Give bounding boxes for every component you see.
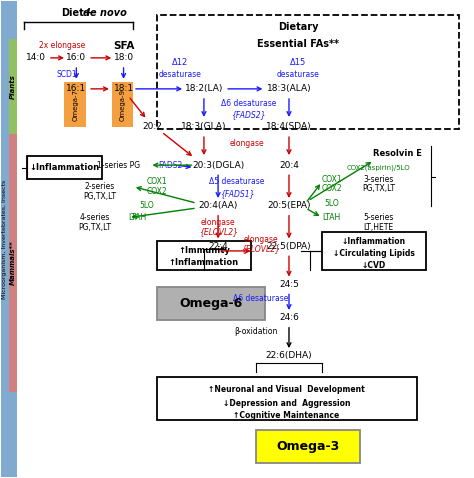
Bar (0, 0, 17, 478)
Bar (112, 82, 133, 127)
Text: LTAH: LTAH (322, 213, 341, 222)
Text: 5LO: 5LO (140, 201, 155, 210)
Text: ↓Inflammation: ↓Inflammation (342, 237, 406, 246)
Bar (27, 156, 102, 179)
Text: Omega-7: Omega-7 (72, 88, 78, 120)
Text: COX1: COX1 (146, 177, 167, 186)
Text: 18:1: 18:1 (113, 85, 134, 93)
Text: 5LO: 5LO (324, 199, 339, 208)
Text: COX2(aspirin)/5LO: COX2(aspirin)/5LO (347, 164, 410, 171)
Text: 1-series PG: 1-series PG (97, 161, 140, 170)
Text: de novo: de novo (83, 8, 127, 18)
Text: 2x elongase: 2x elongase (39, 42, 85, 51)
Text: Mammals**: Mammals** (10, 240, 16, 285)
Text: 18:3(GLA): 18:3(GLA) (181, 122, 227, 131)
Text: 20:2: 20:2 (142, 122, 162, 131)
Text: ↓Inflammation: ↓Inflammation (29, 163, 100, 172)
Bar (156, 15, 459, 130)
Text: desaturase: desaturase (277, 70, 320, 79)
Text: Essential FAs**: Essential FAs** (257, 39, 339, 49)
Text: ↓Depression and  Aggression: ↓Depression and Aggression (223, 399, 350, 408)
Bar (156, 241, 251, 270)
Text: SFA: SFA (113, 41, 134, 51)
Text: 14:0: 14:0 (26, 54, 46, 63)
Text: 22:4: 22:4 (208, 242, 228, 250)
Text: LT,HETE: LT,HETE (364, 223, 394, 231)
Text: FADS2: FADS2 (159, 161, 183, 170)
Bar (9, 134, 17, 391)
Text: ↑Inflammation: ↑Inflammation (169, 258, 239, 267)
Text: ↓CVD: ↓CVD (362, 261, 386, 270)
Text: ↑Neuronal and Visual  Development: ↑Neuronal and Visual Development (208, 385, 365, 393)
Text: 16:1: 16:1 (66, 85, 86, 93)
Text: Δ15: Δ15 (290, 58, 307, 67)
Text: COX2: COX2 (146, 187, 167, 196)
Text: PG,TX,LT: PG,TX,LT (83, 192, 117, 201)
Bar (322, 232, 426, 270)
Text: 18:2(LA): 18:2(LA) (185, 85, 223, 93)
Text: Resolvin E: Resolvin E (373, 149, 422, 158)
Text: Plants: Plants (10, 74, 16, 99)
Text: desaturase: desaturase (159, 70, 202, 79)
Text: 22:6(DHA): 22:6(DHA) (265, 351, 312, 360)
Text: COX1: COX1 (321, 175, 342, 184)
Text: ↑Cognitive Maintenance: ↑Cognitive Maintenance (234, 411, 340, 420)
Text: Δ12: Δ12 (172, 58, 188, 67)
Text: Omega-3: Omega-3 (276, 440, 339, 453)
Text: 20:3(DGLA): 20:3(DGLA) (192, 161, 244, 170)
Text: Microorganism, Invertebrates, Insects: Microorganism, Invertebrates, Insects (2, 179, 8, 299)
Text: 5-series: 5-series (364, 213, 394, 222)
Text: SCD1: SCD1 (56, 70, 77, 79)
Text: β-oxidation: β-oxidation (234, 327, 278, 337)
Text: 2-series: 2-series (85, 182, 115, 191)
Text: Omega-9: Omega-9 (119, 88, 126, 120)
Text: PG,TX,LT: PG,TX,LT (362, 185, 395, 194)
Text: 3-series: 3-series (364, 175, 394, 184)
Text: PG,TX,LT: PG,TX,LT (79, 223, 112, 231)
Text: {ELOVL2}: {ELOVL2} (199, 228, 237, 236)
Text: elongase: elongase (201, 218, 236, 227)
Text: {FADS1}: {FADS1} (220, 189, 254, 198)
Bar (156, 377, 417, 420)
Text: {ELOVL2}: {ELOVL2} (241, 244, 280, 253)
Text: elongase: elongase (229, 139, 264, 148)
Text: ↑Immunity: ↑Immunity (178, 247, 230, 255)
Text: Δ5 desaturase: Δ5 desaturase (210, 177, 264, 186)
Text: 4-series: 4-series (80, 213, 110, 222)
Bar (9, 39, 17, 134)
Text: 20:5(EPA): 20:5(EPA) (267, 201, 311, 210)
Text: 16:0: 16:0 (66, 54, 86, 63)
Text: 18:4(SDA): 18:4(SDA) (266, 122, 312, 131)
Text: 18:3(ALA): 18:3(ALA) (267, 85, 311, 93)
Text: Δ6 desaturase: Δ6 desaturase (233, 294, 288, 303)
Text: LTAH: LTAH (128, 213, 147, 222)
Text: 24:6: 24:6 (279, 313, 299, 322)
Text: Omega-6: Omega-6 (179, 297, 243, 310)
Text: Dietary: Dietary (278, 22, 319, 32)
Text: 20:4(AA): 20:4(AA) (199, 201, 238, 210)
Text: {FADS2}: {FADS2} (232, 110, 266, 120)
Text: Δ6 desaturase: Δ6 desaturase (221, 98, 276, 108)
Text: elongase: elongase (243, 235, 278, 243)
Text: 18:0: 18:0 (113, 54, 134, 63)
Text: Diet+: Diet+ (61, 8, 92, 18)
Bar (256, 430, 360, 463)
Bar (156, 287, 265, 320)
Text: 24:5: 24:5 (279, 280, 299, 289)
Bar (64, 82, 86, 127)
Text: 22:5(DPA): 22:5(DPA) (267, 242, 311, 250)
Text: COX2: COX2 (321, 185, 342, 194)
Text: ↓Circulating Lipids: ↓Circulating Lipids (333, 249, 415, 258)
Text: 20:4: 20:4 (279, 161, 299, 170)
